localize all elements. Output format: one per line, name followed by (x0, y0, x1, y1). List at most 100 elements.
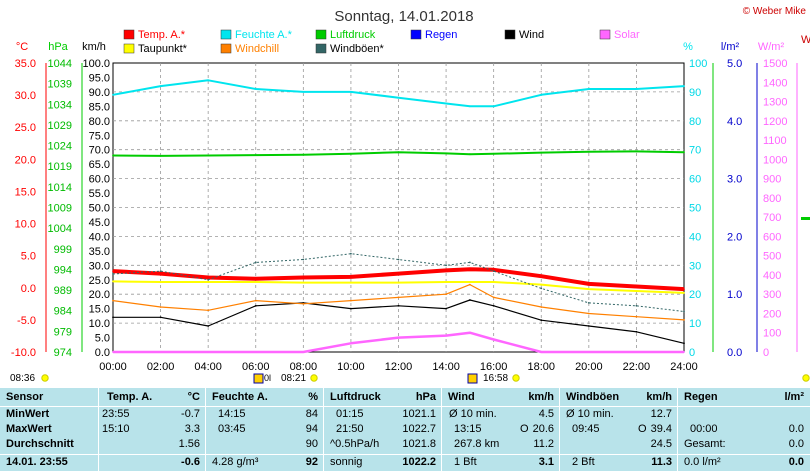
chart-title: Sonntag, 14.01.2018 (334, 8, 473, 25)
series-point-windchill (540, 306, 543, 308)
series-point-feuchte-a (397, 96, 400, 99)
sensor-header: Sensor (6, 391, 44, 403)
y-tick-label: 0 (763, 347, 769, 359)
wind-distance: 267.8 km (454, 438, 500, 450)
legend-label-taupunkt: Taupunkt* (138, 43, 188, 55)
temp-max: 3.3 (184, 423, 200, 435)
rain-unit: l/m² (784, 391, 804, 403)
legend-label-solar: Solar (614, 29, 640, 41)
y-tick-label: 50 (689, 203, 701, 215)
series-line-feuchte-a (112, 79, 685, 108)
y-tick-label: 1100 (763, 135, 787, 147)
series-point-wind (469, 299, 471, 301)
series-point-solar (445, 334, 447, 337)
series-point-temp-a (159, 272, 162, 275)
moon-icon-mid (467, 373, 478, 384)
wind-header: Wind (448, 391, 475, 403)
stats-current-row: 14.01. 23:55 -0.6 4.28 g/m³ 92 sonnig 10… (0, 456, 810, 471)
series-point-taupunkt (254, 281, 257, 283)
y-tick-label: 700 (763, 212, 781, 224)
humidity-header: Feuchte A. (212, 391, 268, 403)
sun-icon-right (802, 374, 810, 382)
series-point-temp-a (254, 277, 257, 280)
y-tick-label: 2.0 (727, 231, 742, 243)
y-tick-label: 1039 (48, 79, 72, 91)
series-point-taupunkt (302, 281, 305, 284)
series-point-temp-a (397, 272, 400, 275)
wind-min: 4.5 (538, 408, 554, 420)
rain-current: 0.0 (788, 456, 804, 468)
wind-avg: 11.2 (533, 438, 554, 450)
series-point-windchill (683, 319, 685, 321)
series-point-solar (254, 351, 257, 353)
rain-total: 0.0 (788, 438, 804, 450)
gust-min-label: Ø 10 min. (566, 408, 614, 420)
wind-max-dir: O (520, 423, 529, 435)
series-point-windchill (159, 306, 162, 308)
y-tick-label: 20 (689, 289, 701, 301)
y-tick-label: 1009 (48, 203, 72, 215)
series-point-feuchte-a (683, 85, 685, 87)
series-point-wind (445, 307, 447, 310)
series-line-temp-a (112, 267, 685, 292)
series-point-temp-a (350, 276, 352, 278)
wind-unit: km/h (528, 391, 554, 403)
series-line-taupunkt (112, 280, 685, 294)
series-point-feuchte-a (302, 91, 305, 93)
stats-table: Sensor Temp. A. °C Feuchte A. % Luftdruc… (0, 388, 810, 471)
series-point-taupunkt (492, 281, 495, 283)
axis-title-humidity: % (683, 41, 693, 53)
series-point-wind (635, 330, 638, 333)
series-point-wind (540, 319, 543, 322)
series-point-feuchte-a (540, 93, 543, 96)
series-point-windchill (469, 283, 471, 286)
series-line-solar (113, 331, 684, 354)
series-point-windb-en (207, 278, 210, 281)
series-point-temp-a (683, 288, 685, 290)
series-point-windchill (350, 299, 352, 302)
series-point-taupunkt (350, 281, 352, 284)
y-tick-label: 25.0 (89, 275, 110, 287)
row-label-max: MaxWert (6, 423, 52, 435)
y-tick-label: 30.0 (89, 260, 110, 272)
series-point-taupunkt (683, 292, 685, 294)
sun-icon-sunset (512, 374, 520, 382)
y-tick-label: 1044 (48, 58, 72, 70)
legend-swatch-windb-en (315, 43, 327, 54)
series-point-feuchte-a (350, 91, 352, 93)
series-point-windb-en (254, 261, 257, 264)
y-tick-label: 20.0 (89, 289, 110, 301)
gust-max: 39.4 (650, 423, 672, 435)
y-tick-label: -10.0 (11, 347, 36, 359)
series-point-feuchte-a (469, 105, 471, 108)
axis-title-rain: l/m² (721, 41, 740, 53)
y-tick-label: 800 (763, 193, 781, 205)
y-tick-label: 1024 (48, 141, 72, 153)
series-point-windchill (207, 309, 210, 312)
x-tick-label: 08:00 (290, 361, 318, 373)
series-point-luftdruck (635, 150, 638, 153)
series-line-windchill (112, 284, 685, 321)
series-point-wind (350, 307, 352, 310)
y-tick-label: 30 (689, 260, 701, 272)
x-tick-label: 06:00 (242, 361, 270, 373)
solar-noon-time: 08:21 (281, 373, 306, 384)
y-tick-label: 1029 (48, 120, 72, 132)
legend-label-windchill: Windchill (235, 43, 279, 55)
wind-current: 3.1 (538, 456, 554, 468)
y-tick-label: 0.0 (21, 283, 36, 295)
y-tick-label: 1019 (48, 161, 72, 173)
weather-chart: Sonntag, 14.01.2018 © Weber Mike Temp. A… (10, 6, 810, 384)
copyright: © Weber Mike (743, 6, 807, 17)
y-tick-label: -5.0 (17, 315, 36, 327)
series-point-taupunkt (207, 281, 210, 283)
gust-max-dir: O (638, 423, 647, 435)
humidity-abs: 4.28 g/m³ (212, 456, 259, 468)
pressure-unit: hPa (415, 391, 436, 403)
series-point-luftdruck (254, 154, 257, 157)
series-point-temp-a (302, 276, 305, 279)
series-point-wind (587, 325, 590, 327)
series-point-solar (540, 351, 543, 353)
y-tick-label: 90 (689, 87, 701, 99)
y-tick-label: 10.0 (89, 318, 110, 330)
